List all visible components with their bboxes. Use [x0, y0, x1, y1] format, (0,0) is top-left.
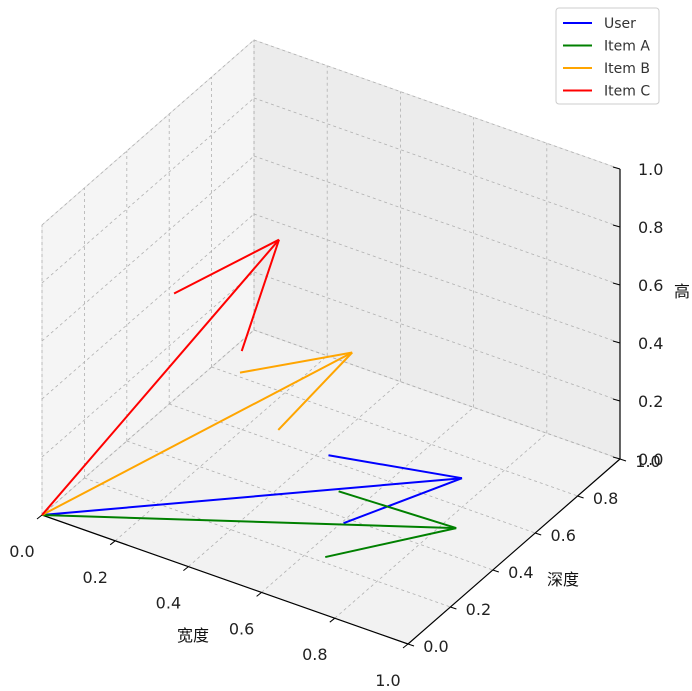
grid-line	[41, 97, 255, 284]
x-tick-label: 0.6	[229, 619, 254, 638]
y-axis-label: 深度	[547, 570, 579, 589]
y-axis-line	[407, 458, 621, 645]
grid-line	[253, 155, 621, 286]
x-axis-line	[41, 514, 409, 645]
arrow-item-b	[41, 351, 353, 516]
grid-line	[41, 155, 255, 342]
z-tick-mark	[612, 282, 621, 286]
grid-line	[188, 381, 401, 567]
arrow-head-item-a	[325, 527, 457, 559]
arrow-user	[41, 454, 463, 525]
grid-line	[253, 329, 621, 460]
axis-lines	[41, 169, 621, 645]
arrow-shaft-user	[41, 477, 463, 516]
grid-line	[253, 213, 621, 344]
arrow-head-user	[343, 477, 463, 525]
y-tick-label: 0.0	[423, 637, 448, 656]
y-tick-mark	[535, 532, 542, 536]
x-tick-mark	[256, 592, 262, 597]
grid-line	[211, 366, 578, 497]
arrow-shaft-item-b	[41, 351, 353, 516]
grid-line	[41, 39, 255, 226]
x-tick-mark	[329, 617, 336, 623]
z-axis-label: 高	[674, 282, 690, 301]
x-tick-label: 0.0	[9, 542, 34, 561]
y-tick-mark	[619, 458, 627, 462]
grid-line	[334, 432, 548, 619]
y-tick-mark	[407, 643, 415, 647]
z-tick-mark	[612, 456, 621, 460]
grid-line	[41, 271, 255, 458]
z-tick-mark	[612, 398, 621, 402]
grid-line	[114, 355, 328, 542]
z-tick-label: 0.8	[638, 218, 663, 237]
x-tick-mark	[402, 643, 409, 649]
x-tick-label: 1.0	[375, 671, 400, 690]
arrow-shaft-item-c	[41, 239, 280, 516]
grid-line	[41, 213, 255, 400]
x-tick-label: 0.2	[82, 568, 107, 587]
y-tick-label: 0.4	[508, 563, 533, 582]
z-tick-mark	[612, 166, 621, 170]
grid-line	[253, 271, 621, 402]
grid-line	[126, 440, 493, 571]
legend-label-item-c: Item C	[604, 84, 650, 100]
z-tick-label: 0.0	[638, 450, 663, 469]
x-tick-mark	[183, 566, 189, 571]
x-tick-label: 0.8	[302, 645, 327, 664]
z-tick-mark	[612, 224, 621, 228]
x-tick-mark	[36, 514, 43, 520]
axes-panes	[41, 38, 621, 645]
legend-items: User Item A Item B Item C	[563, 16, 650, 100]
grid-line	[41, 329, 255, 516]
y-tick-mark	[450, 606, 457, 610]
grid-line	[253, 97, 621, 228]
tick-marks: 0.00.20.40.60.81.00.00.20.40.60.81.00.00…	[9, 160, 663, 690]
grid-line	[84, 477, 451, 608]
y-tick-mark	[492, 569, 499, 573]
legend-label-item-a: Item A	[604, 39, 650, 55]
legend-label-user: User	[604, 16, 636, 32]
legend: User Item A Item B Item C	[555, 7, 660, 105]
z-tick-label: 1.0	[638, 160, 663, 179]
x-axis-label: 宽度	[177, 626, 209, 645]
arrow-head-item-a	[338, 490, 457, 530]
x-tick-mark	[109, 540, 116, 546]
legend-label-item-b: Item B	[604, 61, 650, 77]
grid-line	[253, 39, 621, 170]
z-tick-label: 0.4	[638, 334, 663, 353]
arrow-head-item-b	[277, 351, 353, 431]
z-tick-label: 0.2	[638, 392, 663, 411]
z-tick-mark	[612, 340, 621, 344]
y-tick-label: 0.8	[593, 489, 618, 508]
x-tick-label: 0.4	[156, 594, 181, 613]
arrow-head-item-c	[240, 239, 280, 352]
series-arrows	[41, 238, 463, 559]
y-tick-label: 0.2	[466, 600, 491, 619]
arrow-shaft-item-a	[41, 514, 457, 530]
y-tick-mark	[577, 495, 584, 499]
y-tick-label: 0.6	[550, 526, 575, 545]
arrow-item-a	[41, 490, 457, 559]
arrow-head-user	[328, 454, 463, 480]
y-tick-label: 1.0	[635, 452, 660, 471]
z-tick-label: 0.6	[638, 276, 663, 295]
arrow-head-item-c	[173, 238, 280, 295]
grid-line	[169, 403, 536, 534]
arrow-item-c	[41, 238, 280, 516]
legend-box	[555, 7, 660, 105]
arrow-head-item-b	[239, 351, 353, 374]
